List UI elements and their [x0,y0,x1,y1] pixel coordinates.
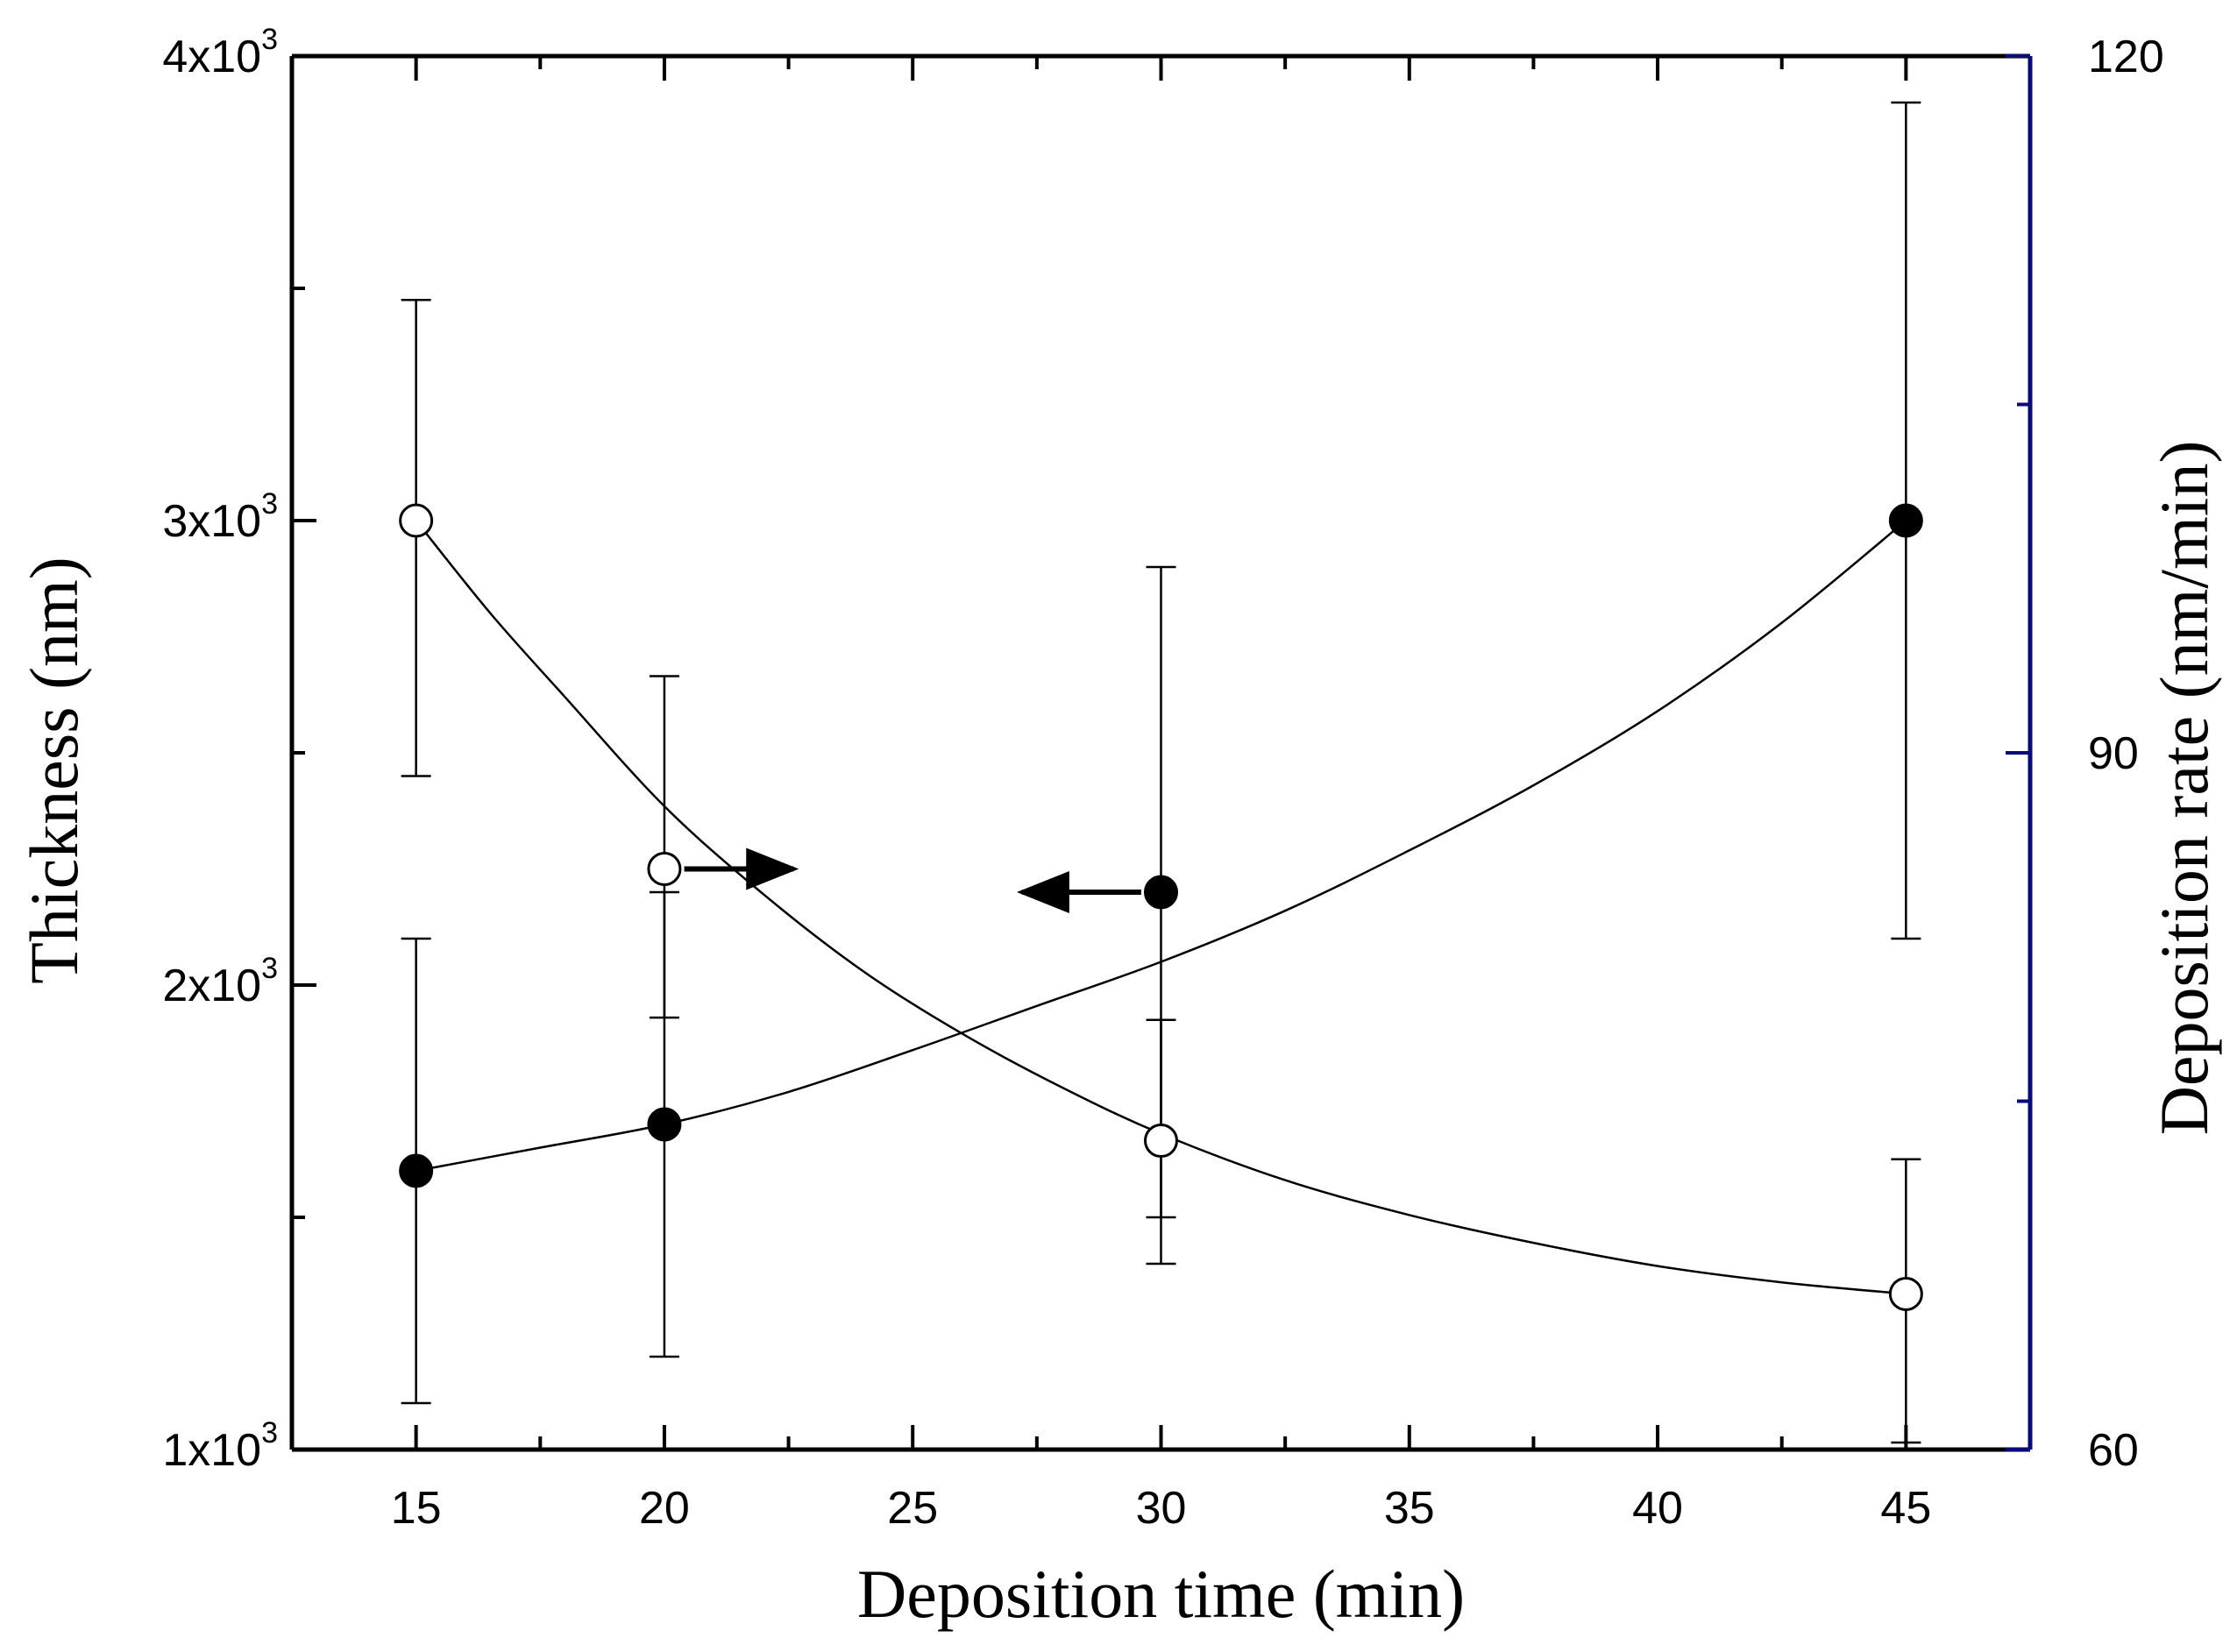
x-tick-label: 35 [1384,1483,1435,1534]
y-right-tick-label: 120 [2088,32,2164,82]
deposition-rate-point [647,852,682,886]
x-tick-label: 40 [1632,1483,1683,1534]
data-points [399,503,1923,1311]
deposition-rate-point [1888,1276,1923,1311]
x-tick-label: 20 [639,1483,690,1534]
y-left-tick-label: 2x103 [162,952,278,1011]
y-left-tick-label: 1x103 [162,1416,278,1476]
x-tick-label: 45 [1880,1483,1931,1534]
deposition-rate-point [1144,1124,1178,1159]
y-right-tick-label: 90 [2088,728,2139,779]
x-tick-label: 30 [1136,1483,1187,1534]
thickness-point [1144,875,1178,910]
x-tick-label: 15 [391,1483,442,1534]
axes [289,53,2033,1452]
y-left-tick-label: 4x103 [162,23,278,82]
y-left-tick-label: 3x103 [162,487,278,547]
thickness-point [399,1153,434,1188]
tick-labels: 15 20 25 30 35 40 45 1x103 2x103 3x103 4x103 60 90 12… [162,23,2163,1534]
x-axis-title: Deposition time (min) [857,1556,1465,1632]
deposition-rate-fit-curve [415,520,1907,1295]
y-right-tick-label: 60 [2088,1425,2139,1476]
y-left-axis-title: Thickness (nm) [16,557,92,983]
thickness-point [1888,503,1923,538]
thickness-point [647,1107,682,1142]
x-tick-label: 25 [887,1483,938,1534]
deposition-rate-point [399,503,434,538]
axis-indicator-arrows [684,847,1141,913]
y-right-axis-title: Deposition rate (nm/min) [2146,441,2222,1136]
